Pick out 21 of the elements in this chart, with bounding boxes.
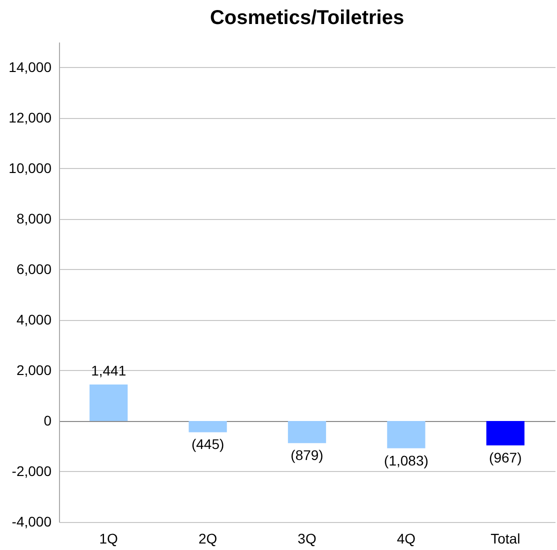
y-tick-label: 2,000 — [16, 362, 52, 378]
y-tick-label: 12,000 — [8, 109, 52, 126]
x-tick-label: 3Q — [298, 530, 316, 546]
chart-title: Cosmetics/Toiletries — [210, 7, 404, 29]
x-tick-label: 2Q — [198, 530, 218, 546]
y-tick-label: -2,000 — [12, 462, 52, 479]
x-tick-label: Total — [490, 530, 520, 546]
x-tick-label: 1Q — [99, 530, 118, 546]
y-tick-label: 6,000 — [16, 260, 52, 277]
y-tick-label: -4,000 — [12, 514, 52, 530]
data-label: (1,083) — [384, 452, 428, 468]
y-tick-label: 0 — [44, 412, 52, 428]
y-tick-label: 4,000 — [16, 311, 52, 328]
data-label: (879) — [290, 447, 324, 464]
x-tick-label: 4Q — [396, 530, 416, 546]
data-label: (967) — [489, 449, 522, 466]
y-tick-label: 8,000 — [16, 210, 52, 226]
y-tick-label: 10,000 — [8, 160, 52, 176]
data-label: (445) — [191, 436, 224, 452]
y-tick-label: 14,000 — [8, 58, 52, 75]
data-label: 1,441 — [91, 362, 126, 379]
